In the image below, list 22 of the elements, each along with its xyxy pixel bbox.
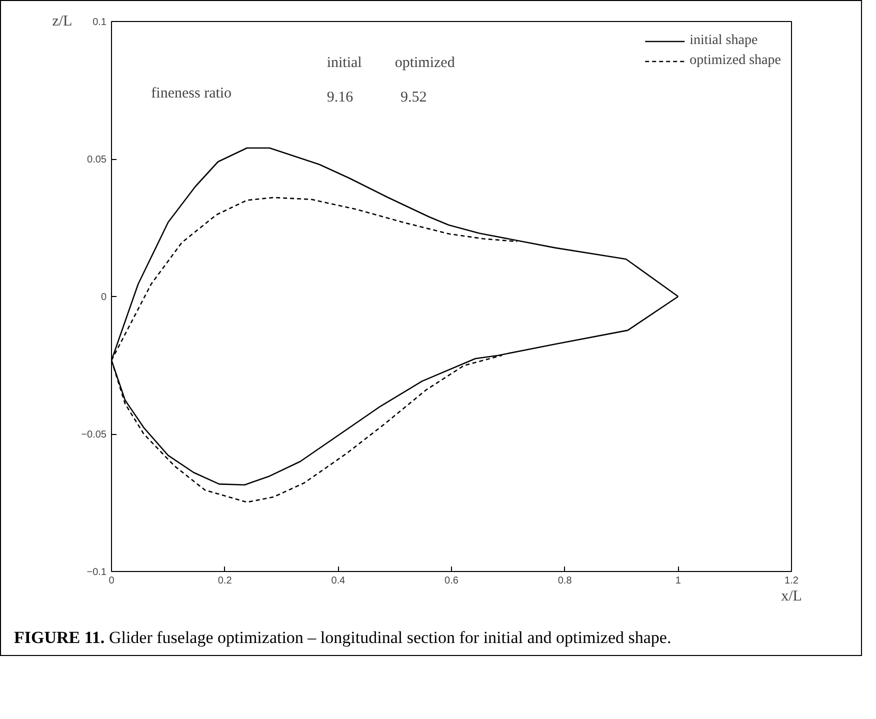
x-tick-label: 0 <box>108 576 115 586</box>
caption: FIGURE 11. Glider fuselage optimization – longitudinal section for initial and optimized shape. <box>14 627 672 649</box>
annotation: optimized <box>394 55 456 71</box>
y-tick-label: −0.1 <box>86 567 107 578</box>
y-tick-label: 0.1 <box>92 17 107 28</box>
y-tick-label: 0 <box>100 292 107 303</box>
legend-label: initial shape <box>690 33 758 49</box>
annotation: 9.52 <box>400 89 427 106</box>
annotation: fineness ratio <box>151 85 232 102</box>
annotation: 9.16 <box>326 89 354 106</box>
annotation: initial <box>326 55 362 71</box>
x-tick-label: 0.6 <box>444 576 459 586</box>
x-tick-label: 0.2 <box>218 576 232 586</box>
y-axis-title: z/L <box>52 14 72 30</box>
x-tick-label: 1 <box>675 576 682 586</box>
legend-label: optimized shape <box>690 53 781 69</box>
x-tick-label: 0.4 <box>331 576 346 586</box>
x-tick-label: 1.2 <box>784 576 799 586</box>
x-tick-label: 0.8 <box>558 576 572 586</box>
y-tick-label: −0.05 <box>81 430 107 440</box>
x-axis-title: x/L <box>781 588 802 604</box>
y-tick-label: 0.05 <box>87 154 107 166</box>
